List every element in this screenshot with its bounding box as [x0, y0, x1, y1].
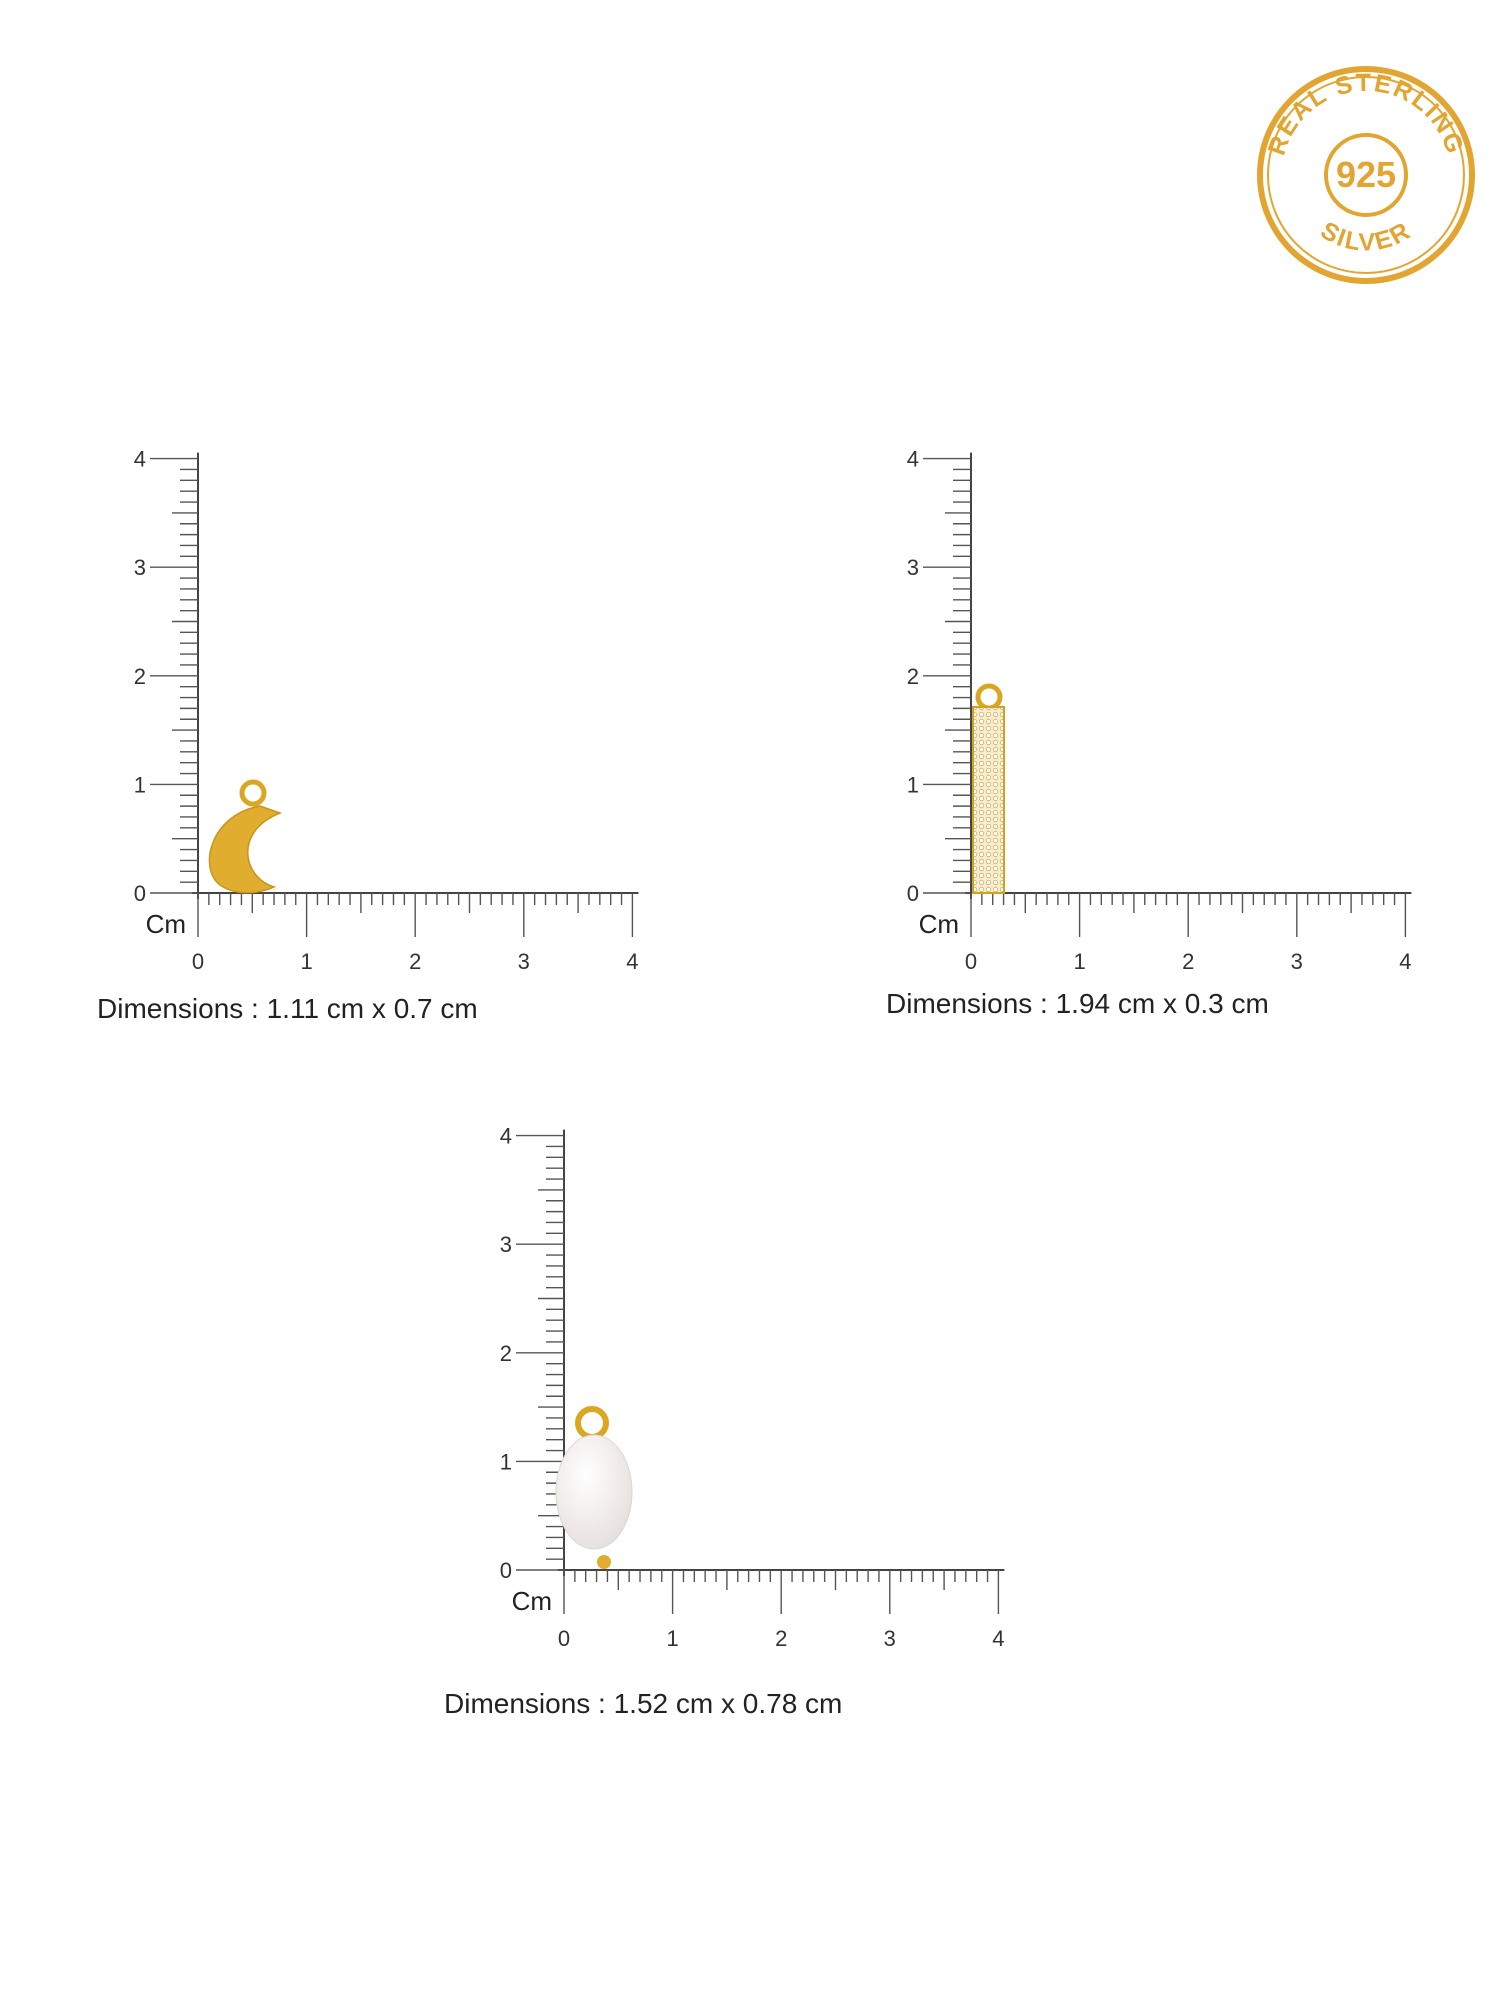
y-tick-label: 2 [500, 1341, 512, 1366]
x-tick-label: 1 [666, 1626, 678, 1651]
x-tick-label: 3 [884, 1626, 896, 1651]
y-tick-label: 1 [134, 772, 146, 797]
x-tick-label: 0 [558, 1626, 570, 1651]
dimensions: Dimensions : 1.94 cm x 0.3 cm [886, 988, 1269, 1019]
y-tick-label: 2 [907, 664, 919, 689]
pearl-panel: Dimensions : 1.52 cm x 0.78 cm Cm 4 3 2 1 0 4 3 2… [444, 1124, 1005, 1719]
y-tick-label: 1 [907, 772, 919, 797]
unit-label: Cm [919, 909, 959, 939]
x-tick-label: 2 [775, 1626, 787, 1651]
pearl [555, 1434, 633, 1550]
x-tick-label: 2 [409, 949, 421, 974]
x-tick-label: 0 [192, 949, 204, 974]
y-tick-label: 3 [134, 555, 146, 580]
y-tick-label: 4 [500, 1124, 512, 1149]
badge-inner-ring [1324, 133, 1408, 217]
x-tick-label: 0 [965, 949, 977, 974]
moon [208, 805, 283, 894]
pearl-charm [555, 1406, 633, 1569]
badge-center-text: 925 [1336, 154, 1396, 195]
charm-ring [975, 683, 1003, 711]
moon-charm [208, 779, 283, 894]
y-tick-label: 1 [500, 1449, 512, 1474]
x-tick-label: 4 [992, 1626, 1004, 1651]
y-tick-label: 0 [500, 1558, 512, 1583]
y-tick-label: 3 [907, 555, 919, 580]
y-tick-label: 2 [134, 664, 146, 689]
moon-panel: Dimensions : 1.11 cm x 0.7 cm Cm 4 3 2 1 0 4 3 2 1… [97, 447, 639, 1024]
charm-ring [575, 1406, 609, 1440]
y-tick-label: 3 [500, 1232, 512, 1257]
bar-panel: Dimensions : 1.94 cm x 0.3 cm Cm 4 3 2 1 0 4 3 2 1… [886, 447, 1412, 1019]
x-tick-label: 3 [518, 949, 530, 974]
x-tick-label: 1 [300, 949, 312, 974]
charm-ring [239, 779, 267, 807]
badge-ring [1257, 66, 1475, 284]
silver-badge: REAL STERLING SILVER 925 [1257, 66, 1475, 284]
bar-charm [972, 683, 1005, 894]
x-tick-label: 4 [626, 949, 638, 974]
y-tick-label: 4 [134, 447, 146, 472]
x-tick-label: 1 [1073, 949, 1085, 974]
unit-label: Cm [146, 909, 186, 939]
y-tick-label: 0 [907, 881, 919, 906]
y-tick-label: 4 [907, 447, 919, 472]
unit-label: Cm [512, 1586, 552, 1616]
x-tick-label: 3 [1291, 949, 1303, 974]
x-tick-label: 4 [1399, 949, 1411, 974]
dimensions: Dimensions : 1.11 cm x 0.7 cm [97, 993, 478, 1024]
y-tick-label: 0 [134, 881, 146, 906]
badge-ring [1267, 76, 1465, 274]
bar [972, 706, 1005, 894]
dimensions: Dimensions : 1.52 cm x 0.78 cm [444, 1688, 842, 1719]
charm-bead [597, 1555, 611, 1569]
x-tick-label: 2 [1182, 949, 1194, 974]
